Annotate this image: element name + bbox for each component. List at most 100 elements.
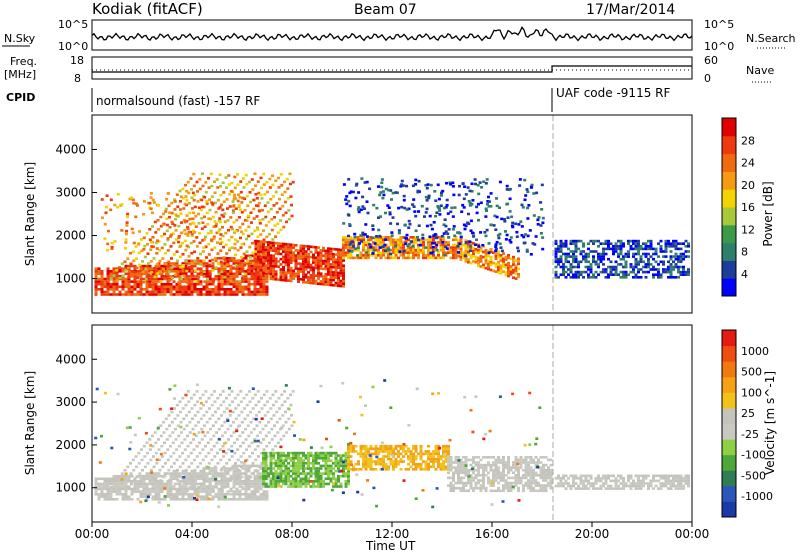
velocity-cell (124, 477, 128, 481)
velocity-cell (489, 489, 493, 493)
power-cell (307, 245, 310, 248)
power-cell (282, 271, 285, 274)
power-cell (179, 200, 182, 203)
power-cell (254, 242, 258, 245)
velocity-cell (299, 456, 303, 460)
power-cell (657, 276, 660, 279)
velocity-cell (489, 468, 493, 472)
velocity-cell (454, 461, 458, 464)
power-cell (562, 263, 565, 266)
power-cell (259, 290, 263, 294)
velocity-cell (302, 454, 305, 457)
velocity-cell (232, 486, 236, 489)
velocity-cell (352, 447, 355, 451)
power-cell (100, 198, 104, 201)
velocity-cell (239, 400, 243, 403)
velocity-cell (240, 420, 244, 424)
velocity-cell (179, 420, 183, 424)
power-cell (196, 272, 200, 276)
power-cell (219, 249, 223, 252)
velocity-cell (409, 460, 413, 463)
power-cell (342, 254, 345, 257)
velocity-cell (106, 480, 110, 483)
velocity-cell (187, 498, 191, 501)
power-cell (617, 239, 620, 243)
power-cell (261, 218, 265, 221)
power-cell (472, 242, 475, 245)
power-cell (387, 236, 390, 239)
power-cell (574, 265, 578, 269)
power-cell (579, 250, 583, 253)
power-cell (250, 282, 254, 286)
power-cell (371, 224, 375, 227)
power-cell (193, 259, 197, 263)
power-cell (148, 275, 152, 278)
power-cell (234, 263, 238, 267)
power-cell (362, 254, 365, 257)
velocity-cell (452, 471, 455, 475)
power-cell (197, 222, 201, 225)
velocity-cell (459, 468, 463, 472)
velocity-cell (173, 417, 177, 421)
power-cell (205, 262, 209, 265)
power-cell (121, 288, 125, 291)
power-cell (173, 208, 177, 211)
power-cell (494, 249, 498, 253)
power-cell (244, 173, 248, 177)
power-cell (277, 249, 280, 253)
power-cell (402, 256, 405, 260)
power-cell (464, 260, 468, 263)
power-cell (259, 271, 263, 274)
power-cell (617, 255, 620, 258)
power-cell (607, 245, 610, 248)
power-cell (466, 186, 470, 189)
power-cell (269, 269, 273, 273)
power-cell (148, 228, 152, 231)
power-cell (477, 243, 480, 247)
power-cell (223, 267, 227, 270)
power-cell (254, 270, 258, 274)
velocity-cell (121, 487, 125, 491)
velocity-cell (259, 498, 263, 501)
velocity-cell (154, 477, 158, 481)
power-cell (516, 246, 520, 250)
power-cell (284, 263, 288, 267)
power-cell (256, 277, 260, 281)
power-cell (178, 189, 182, 193)
power-cell (157, 267, 161, 270)
power-cell (592, 250, 595, 253)
power-cell (94, 272, 98, 276)
velocity-cell (374, 444, 378, 448)
power-cell (170, 220, 174, 224)
velocity-cell (349, 450, 353, 453)
power-cell (200, 217, 204, 220)
power-cell (135, 202, 139, 206)
velocity-cell (442, 465, 445, 469)
power-cell (235, 282, 239, 286)
power-cell (337, 253, 340, 257)
power-cell (512, 268, 515, 272)
velocity-cell (200, 482, 203, 486)
power-cell (460, 210, 464, 213)
power-cell (459, 235, 463, 239)
velocity-cell (172, 469, 176, 473)
velocity-cell (171, 431, 175, 434)
velocity-cell (484, 468, 488, 472)
velocity-cell (494, 468, 498, 472)
power-cell (432, 221, 436, 224)
velocity-cell (136, 480, 140, 483)
power-cell (604, 242, 608, 245)
power-cell (109, 293, 113, 296)
velocity-cell (210, 393, 214, 397)
power-cell (347, 249, 351, 253)
velocity-cell (206, 441, 210, 445)
power-cell (449, 251, 453, 254)
velocity-cell (322, 454, 325, 457)
colorbar-tick-label: 28 (741, 134, 755, 147)
power-cell (329, 263, 333, 266)
velocity-cell (277, 459, 280, 463)
power-cell (94, 285, 98, 289)
power-cell (277, 265, 280, 268)
power-cell (141, 260, 144, 263)
power-cell (408, 242, 412, 246)
